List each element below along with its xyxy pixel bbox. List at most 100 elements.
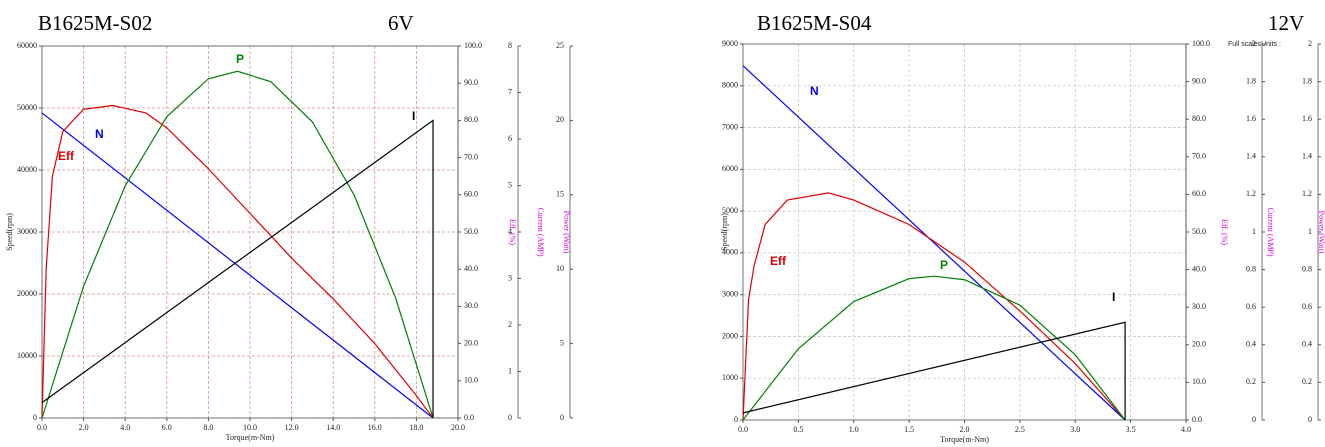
y4-tick-label: 25 bbox=[556, 41, 564, 50]
y2-tick-label: 10.0 bbox=[1192, 377, 1206, 386]
chart-subtitle: 12V bbox=[1268, 11, 1304, 35]
y3-tick-label: 8 bbox=[508, 41, 512, 50]
y4-axis-title: Power (Watt) bbox=[562, 211, 571, 254]
y-tick-label: 9000 bbox=[722, 39, 738, 48]
y2-tick-label: 40.0 bbox=[1192, 264, 1206, 273]
x-tick-label: 4.0 bbox=[120, 423, 130, 432]
y3-tick-label: 2 bbox=[508, 320, 512, 329]
series-line bbox=[742, 321, 1126, 420]
y4-tick-label: 0.4 bbox=[1302, 340, 1312, 349]
x-tick-label: 8.0 bbox=[203, 423, 213, 432]
series-label: N bbox=[95, 127, 104, 141]
y2-tick-label: 50.0 bbox=[464, 227, 478, 236]
y2-tick-label: 80.0 bbox=[1192, 114, 1206, 123]
x-tick-label: 10.0 bbox=[243, 423, 257, 432]
y2-tick-label: 60.0 bbox=[1192, 189, 1206, 198]
x-tick-label: 3.5 bbox=[1126, 425, 1136, 434]
y4-axis-title: Power (Watt) bbox=[1317, 211, 1325, 254]
y3-tick-label: 0 bbox=[508, 413, 512, 422]
x-tick-label: 0.0 bbox=[37, 423, 47, 432]
x-tick-label: 2.0 bbox=[960, 425, 970, 434]
y2-tick-label: 0.0 bbox=[1192, 415, 1202, 424]
y-tick-label: 2000 bbox=[722, 331, 738, 340]
y3-tick-label: 3 bbox=[508, 273, 512, 282]
series-label: N bbox=[810, 84, 819, 98]
y3-axis-title: Current (AMP) bbox=[1266, 207, 1275, 256]
y-axis-title: Speed(rpm) bbox=[5, 213, 14, 251]
x-tick-label: 2.5 bbox=[1015, 425, 1025, 434]
y3-tick-label: 6 bbox=[508, 134, 512, 143]
y2-tick-label: 10.0 bbox=[464, 376, 478, 385]
y2-tick-label: 20.0 bbox=[464, 338, 478, 347]
y3-tick-label: 7 bbox=[508, 87, 512, 96]
y3-tick-label: 5 bbox=[508, 180, 512, 189]
y3-tick-label: 1.2 bbox=[1246, 189, 1256, 198]
x-tick-label: 1.5 bbox=[904, 425, 914, 434]
y3-tick-label: 1 bbox=[508, 366, 512, 375]
x-axis-title: Torque(m-Nm) bbox=[940, 435, 989, 444]
series-line bbox=[41, 104, 434, 419]
y-tick-label: 40000 bbox=[17, 165, 37, 174]
y4-tick-label: 5 bbox=[560, 338, 564, 347]
y2-axis-title: Eff. (%) bbox=[508, 219, 517, 245]
y3-axis-title: Current (AMP) bbox=[536, 207, 545, 256]
x-tick-label: 1.0 bbox=[849, 425, 859, 434]
x-tick-label: 2.0 bbox=[79, 423, 89, 432]
y2-tick-label: 50.0 bbox=[1192, 227, 1206, 236]
y4-tick-label: 20 bbox=[556, 115, 564, 124]
y3-tick-label: 0 bbox=[1252, 415, 1256, 424]
series-label: Eff bbox=[770, 254, 787, 268]
y-tick-label: 7000 bbox=[722, 122, 738, 131]
series-line bbox=[41, 112, 434, 419]
y-tick-label: 0 bbox=[33, 413, 37, 422]
y3-tick-label: 2 bbox=[1252, 39, 1256, 48]
y-tick-label: 5000 bbox=[722, 206, 738, 215]
x-axis-title: Torque(m-Nm) bbox=[226, 433, 275, 442]
x-tick-label: 16.0 bbox=[368, 423, 382, 432]
y4-tick-label: 10 bbox=[556, 264, 564, 273]
y2-tick-label: 30.0 bbox=[1192, 302, 1206, 311]
y3-tick-label: 1.8 bbox=[1246, 76, 1256, 85]
y4-tick-label: 0.2 bbox=[1302, 377, 1312, 386]
x-tick-label: 20.0 bbox=[451, 423, 465, 432]
series-label: I bbox=[1112, 290, 1115, 304]
chart-subtitle: 6V bbox=[388, 11, 414, 35]
y3-tick-label: 0.6 bbox=[1246, 302, 1256, 311]
y2-axis-title: Eff. (%) bbox=[1220, 219, 1229, 245]
chart-title: B1625M-S02 bbox=[38, 11, 152, 35]
series-label: Eff bbox=[58, 149, 75, 163]
y-tick-label: 1000 bbox=[722, 373, 738, 382]
y3-tick-label: 0.8 bbox=[1246, 264, 1256, 273]
y-tick-label: 3000 bbox=[722, 289, 738, 298]
y2-tick-label: 100.0 bbox=[1192, 39, 1210, 48]
y2-tick-label: 0.0 bbox=[464, 413, 474, 422]
y4-tick-label: 0.8 bbox=[1302, 264, 1312, 273]
y4-tick-label: 15 bbox=[556, 190, 564, 199]
x-tick-label: 18.0 bbox=[409, 423, 423, 432]
y-tick-label: 6000 bbox=[722, 164, 738, 173]
x-tick-label: 4.0 bbox=[1181, 425, 1191, 434]
y2-tick-label: 40.0 bbox=[464, 264, 478, 273]
x-tick-label: 14.0 bbox=[326, 423, 340, 432]
series-line bbox=[41, 119, 434, 418]
x-tick-label: 0.0 bbox=[738, 425, 748, 434]
series-line bbox=[742, 275, 1126, 421]
chart-title: B1625M-S04 bbox=[757, 11, 872, 35]
y-axis-title: Speed(rpm) bbox=[720, 213, 729, 251]
y-tick-label: 4000 bbox=[722, 248, 738, 257]
y4-tick-label: 0.6 bbox=[1302, 302, 1312, 311]
y3-tick-label: 1.6 bbox=[1246, 114, 1256, 123]
series-line bbox=[742, 65, 1126, 421]
y4-tick-label: 1.6 bbox=[1302, 114, 1312, 123]
series-label: P bbox=[236, 52, 244, 66]
y3-tick-label: 4 bbox=[508, 227, 512, 236]
y4-tick-label: 2 bbox=[1308, 39, 1312, 48]
y-tick-label: 30000 bbox=[17, 227, 37, 236]
y2-tick-label: 90.0 bbox=[1192, 76, 1206, 85]
y4-tick-label: 1.8 bbox=[1302, 76, 1312, 85]
y2-tick-label: 90.0 bbox=[464, 78, 478, 87]
y-tick-label: 0 bbox=[734, 415, 738, 424]
series-line bbox=[41, 70, 434, 419]
y2-tick-label: 20.0 bbox=[1192, 340, 1206, 349]
